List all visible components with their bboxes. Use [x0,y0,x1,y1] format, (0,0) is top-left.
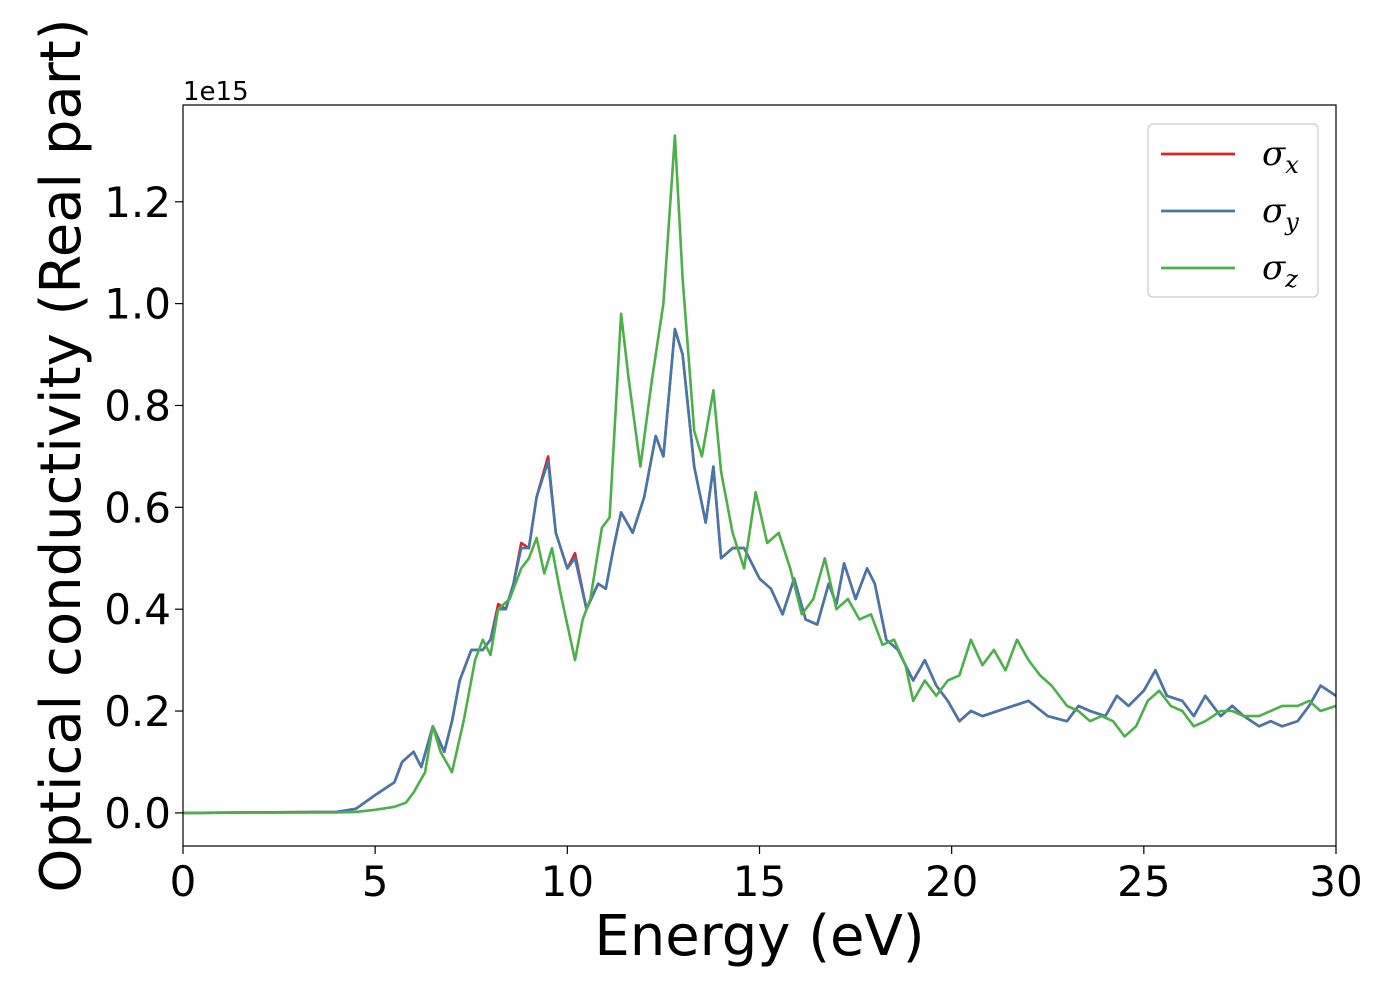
legend-subscript: y [1284,208,1299,236]
y-axis-offset-label: 1e15 [183,77,249,107]
x-tick-label: 20 [925,857,978,906]
x-axis-label: Energy (eV) [594,904,924,969]
legend-symbol: σ [1262,191,1286,231]
series-line-x [182,327,1337,815]
y-tick-label: 0.4 [104,585,171,634]
y-tick-label: 1.2 [104,178,171,227]
series-line-z [182,134,1337,815]
legend-symbol: σ [1262,248,1286,288]
legend-label-z: σz [1262,248,1298,293]
x-tick-label: 30 [1309,857,1362,906]
x-tick-label: 5 [362,857,389,906]
x-tick-label: 0 [170,857,197,906]
y-tick-label: 0.0 [104,789,171,838]
legend-subscript: x [1285,151,1299,179]
y-axis-ticks: 0.0 0.2 0.4 0.6 0.8 1.0 1.2 [104,178,183,838]
y-tick-label: 0.2 [104,687,171,736]
legend-label-y: σy [1262,191,1299,236]
x-tick-label: 25 [1117,857,1170,906]
plot-area-frame [182,104,1337,847]
legend-symbol: σ [1262,134,1286,174]
legend-label-x: σx [1262,134,1299,179]
series-line-y [182,327,1337,815]
x-tick-label: 15 [733,857,786,906]
y-tick-label: 0.8 [104,381,171,430]
legend-subscript: z [1284,265,1298,293]
y-tick-label: 1.0 [104,280,171,329]
x-tick-label: 10 [541,857,594,906]
y-axis-label: Optical conductivity (Real part) [29,18,94,892]
x-axis-ticks: 0 5 10 15 20 25 30 [170,846,1363,906]
y-tick-label: 0.6 [104,483,171,532]
series-lines [182,134,1337,815]
